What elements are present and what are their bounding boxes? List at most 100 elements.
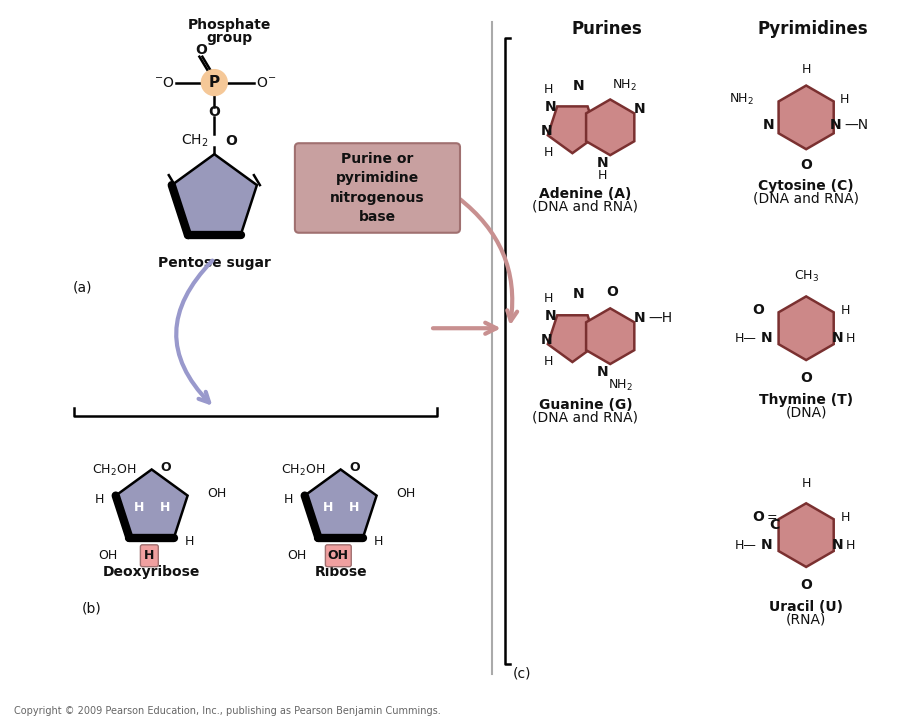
Text: N: N	[596, 365, 608, 379]
Text: Adenine (A): Adenine (A)	[539, 187, 631, 201]
Text: Uracil (U): Uracil (U)	[769, 600, 843, 614]
Text: O: O	[800, 578, 812, 592]
Text: OH: OH	[328, 549, 349, 562]
Text: Cytosine (C): Cytosine (C)	[759, 179, 854, 193]
Text: O: O	[800, 158, 812, 172]
Text: H: H	[95, 493, 104, 506]
Text: H: H	[186, 536, 195, 549]
Text: H: H	[322, 500, 333, 514]
Text: N: N	[572, 78, 584, 93]
Text: Pentose sugar: Pentose sugar	[158, 256, 270, 270]
Text: (a): (a)	[72, 281, 91, 294]
Text: N: N	[634, 312, 646, 325]
Text: H: H	[544, 83, 553, 96]
Text: —H: —H	[648, 312, 672, 325]
Text: =: =	[766, 510, 777, 523]
Text: OH: OH	[287, 549, 306, 562]
Text: C: C	[769, 518, 779, 532]
FancyBboxPatch shape	[140, 545, 158, 567]
Text: H: H	[841, 304, 851, 317]
Text: N: N	[761, 538, 773, 552]
Text: N: N	[545, 309, 557, 323]
Polygon shape	[548, 315, 597, 362]
Polygon shape	[586, 100, 634, 155]
FancyBboxPatch shape	[294, 143, 460, 233]
Text: O: O	[196, 43, 208, 57]
Text: N: N	[833, 538, 844, 552]
Text: H: H	[801, 477, 810, 490]
Text: N: N	[545, 101, 557, 114]
Text: Pyrimidines: Pyrimidines	[758, 20, 869, 38]
Text: O: O	[209, 106, 221, 119]
Text: (b): (b)	[82, 602, 102, 616]
Text: H: H	[597, 169, 607, 182]
Text: O: O	[752, 510, 764, 524]
Text: N: N	[761, 331, 773, 345]
Text: N: N	[762, 118, 774, 132]
Text: N: N	[833, 331, 844, 345]
Polygon shape	[779, 85, 833, 149]
Text: H: H	[846, 332, 856, 345]
Text: OH: OH	[98, 549, 117, 562]
Text: O: O	[225, 134, 237, 148]
Text: O: O	[752, 303, 764, 317]
Polygon shape	[172, 154, 257, 235]
Text: Purines: Purines	[572, 20, 642, 38]
Text: H: H	[284, 493, 294, 506]
Text: CH$_3$: CH$_3$	[794, 269, 819, 284]
Text: N: N	[830, 118, 842, 132]
Text: —N: —N	[844, 118, 868, 132]
Text: (c): (c)	[512, 666, 532, 681]
Text: (DNA and RNA): (DNA and RNA)	[533, 411, 639, 425]
Text: O$^{-}$: O$^{-}$	[256, 75, 276, 90]
Text: H—: H—	[735, 332, 757, 345]
Text: Copyright © 2009 Pearson Education, Inc., publishing as Pearson Benjamin Cumming: Copyright © 2009 Pearson Education, Inc.…	[15, 707, 441, 716]
Text: Phosphate: Phosphate	[187, 18, 271, 32]
Text: N: N	[572, 287, 584, 302]
Polygon shape	[305, 470, 377, 538]
Text: (DNA): (DNA)	[785, 406, 827, 420]
Text: (RNA): (RNA)	[786, 612, 826, 627]
Text: NH$_2$: NH$_2$	[608, 378, 633, 393]
Text: $^{-}$O: $^{-}$O	[154, 75, 175, 90]
Text: H: H	[839, 93, 848, 106]
Text: H: H	[801, 63, 810, 76]
Text: N: N	[541, 124, 552, 139]
Polygon shape	[548, 106, 597, 153]
Text: N: N	[596, 156, 608, 170]
Text: P: P	[209, 75, 220, 90]
Polygon shape	[779, 297, 833, 360]
Text: (DNA and RNA): (DNA and RNA)	[753, 192, 859, 206]
Text: group: group	[206, 31, 252, 45]
Text: CH$_2$OH: CH$_2$OH	[281, 462, 325, 477]
Text: Deoxyribose: Deoxyribose	[103, 565, 200, 579]
Text: O: O	[161, 461, 171, 474]
Polygon shape	[779, 503, 833, 567]
FancyBboxPatch shape	[326, 545, 352, 567]
Text: NH$_2$: NH$_2$	[729, 92, 754, 107]
Text: OH: OH	[397, 487, 415, 500]
Text: O: O	[800, 371, 812, 385]
Text: H: H	[544, 292, 553, 305]
Text: CH$_2$: CH$_2$	[181, 133, 209, 149]
Text: H: H	[846, 538, 856, 551]
Text: H: H	[841, 510, 851, 523]
Text: N: N	[634, 103, 646, 116]
Text: H: H	[348, 500, 359, 514]
Polygon shape	[115, 470, 187, 538]
Text: O: O	[606, 286, 618, 299]
Circle shape	[201, 70, 227, 95]
Text: H—: H—	[735, 538, 757, 551]
Text: (DNA and RNA): (DNA and RNA)	[533, 200, 639, 214]
Text: N: N	[541, 333, 552, 348]
Text: Guanine (G): Guanine (G)	[538, 398, 632, 412]
Text: H: H	[160, 500, 170, 514]
Text: Thymine (T): Thymine (T)	[759, 393, 853, 407]
Polygon shape	[586, 308, 634, 364]
Text: CH$_2$OH: CH$_2$OH	[91, 462, 136, 477]
Text: OH: OH	[208, 487, 227, 500]
Text: H: H	[544, 355, 553, 368]
Text: NH$_2$: NH$_2$	[612, 78, 637, 93]
Text: H: H	[134, 500, 144, 514]
Text: H: H	[544, 146, 553, 159]
